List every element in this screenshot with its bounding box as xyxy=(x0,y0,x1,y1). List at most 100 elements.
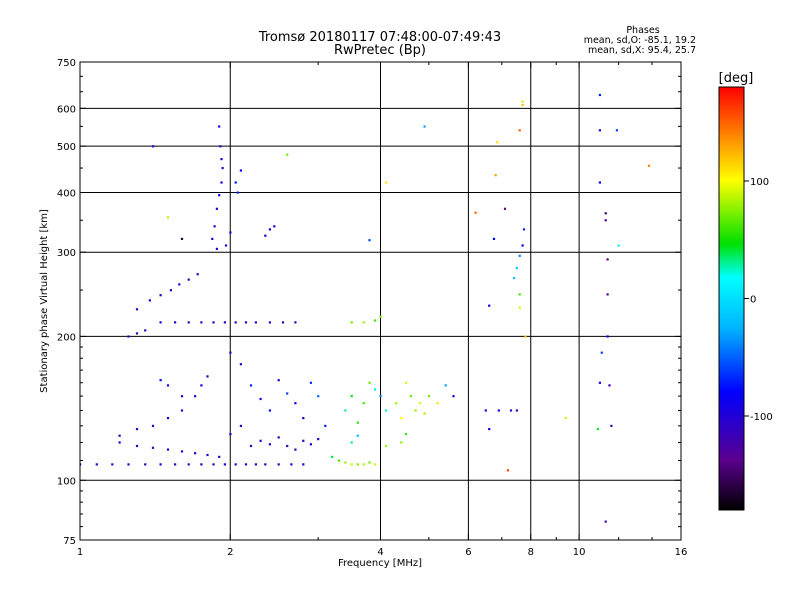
echo-point xyxy=(362,463,365,466)
echo-point xyxy=(497,409,500,412)
echo-point xyxy=(598,381,601,384)
echo-point xyxy=(368,381,371,384)
echo-point xyxy=(564,417,567,420)
echo-point xyxy=(503,207,507,210)
echo-point xyxy=(268,321,271,324)
echo-point xyxy=(521,244,524,247)
echo-point xyxy=(400,441,403,444)
echo-point xyxy=(509,409,513,412)
echo-point xyxy=(414,409,417,412)
chart-subtitle: RwPretec (Bp) xyxy=(334,43,426,58)
echo-point xyxy=(187,463,190,466)
echo-point xyxy=(518,254,521,257)
echo-point xyxy=(218,455,221,458)
echo-point xyxy=(166,384,170,387)
echo-point xyxy=(239,363,242,366)
echo-point xyxy=(196,273,199,276)
echo-point xyxy=(194,395,197,398)
echo-point xyxy=(259,397,262,401)
echo-point xyxy=(200,384,203,387)
echo-point xyxy=(221,167,224,170)
echo-point xyxy=(608,384,611,387)
echo-point xyxy=(324,424,327,427)
echo-point xyxy=(211,237,214,240)
echo-point xyxy=(268,228,271,231)
echo-point xyxy=(615,129,618,132)
echo-point xyxy=(604,212,607,215)
echo-point xyxy=(356,434,359,437)
echo-point xyxy=(598,181,601,184)
echo-point xyxy=(521,103,524,107)
y-tick-label: 750 xyxy=(57,58,76,69)
echo-point xyxy=(350,463,353,466)
echo-point xyxy=(518,306,521,309)
echo-point xyxy=(180,395,184,398)
echo-point xyxy=(522,228,526,231)
echo-point xyxy=(294,448,297,451)
echo-point xyxy=(268,409,271,412)
y-tick-label: 400 xyxy=(57,188,76,199)
echo-point xyxy=(384,444,388,448)
echo-point xyxy=(350,441,353,444)
grid-lines xyxy=(80,62,681,540)
echo-point xyxy=(249,384,253,387)
echo-point xyxy=(220,181,223,184)
echo-point xyxy=(166,417,170,420)
echo-point xyxy=(302,463,305,466)
y-tick-label: 500 xyxy=(57,142,76,153)
echo-point xyxy=(368,239,371,242)
echo-point xyxy=(187,321,190,324)
echo-point xyxy=(264,234,267,237)
echo-point xyxy=(223,463,226,466)
echo-point xyxy=(200,463,203,466)
echo-point xyxy=(606,258,609,261)
echo-point xyxy=(194,452,197,455)
echo-point xyxy=(302,439,305,442)
echo-point xyxy=(151,145,155,148)
echo-point xyxy=(144,329,147,332)
echo-point xyxy=(395,402,398,405)
y-tick-label: 300 xyxy=(57,248,76,259)
echo-point xyxy=(488,428,491,431)
echo-point xyxy=(127,463,130,466)
echo-point xyxy=(236,191,239,194)
echo-point xyxy=(281,321,285,324)
echo-point xyxy=(484,409,487,412)
echo-point xyxy=(423,412,426,415)
echo-point xyxy=(405,433,408,436)
echo-point xyxy=(606,335,609,338)
x-tick-label: 2 xyxy=(227,547,233,558)
echo-point xyxy=(127,335,130,338)
echo-points xyxy=(80,93,651,523)
echo-point xyxy=(229,433,232,436)
echo-point xyxy=(187,278,190,281)
echo-point xyxy=(215,247,218,250)
x-tick-label: 10 xyxy=(573,547,586,558)
echo-point xyxy=(302,417,305,420)
echo-point xyxy=(218,194,221,197)
echo-point xyxy=(244,321,248,324)
echo-point xyxy=(212,463,215,466)
echo-point xyxy=(368,461,371,464)
echo-point xyxy=(118,434,121,437)
echo-point xyxy=(492,237,496,240)
colorbar-ticks: -100 0 100 xyxy=(744,177,773,423)
echo-point xyxy=(436,402,439,405)
x-tick-label: 6 xyxy=(465,547,471,558)
echo-point xyxy=(384,181,388,184)
echo-point xyxy=(647,164,651,167)
echo-point xyxy=(350,395,353,398)
echo-point xyxy=(159,463,162,466)
echo-point xyxy=(180,450,184,453)
phase-x-stats: mean, sd,X: 95.4, 25.7 xyxy=(588,45,696,56)
x-tick-label: 4 xyxy=(377,547,383,558)
echo-point xyxy=(356,421,359,424)
echo-point xyxy=(277,463,280,466)
echo-point xyxy=(215,207,218,210)
echo-point xyxy=(290,463,293,466)
echo-point xyxy=(259,439,262,442)
echo-point xyxy=(151,446,155,449)
echo-point xyxy=(317,395,320,398)
echo-point xyxy=(350,321,353,324)
echo-point xyxy=(596,428,599,431)
